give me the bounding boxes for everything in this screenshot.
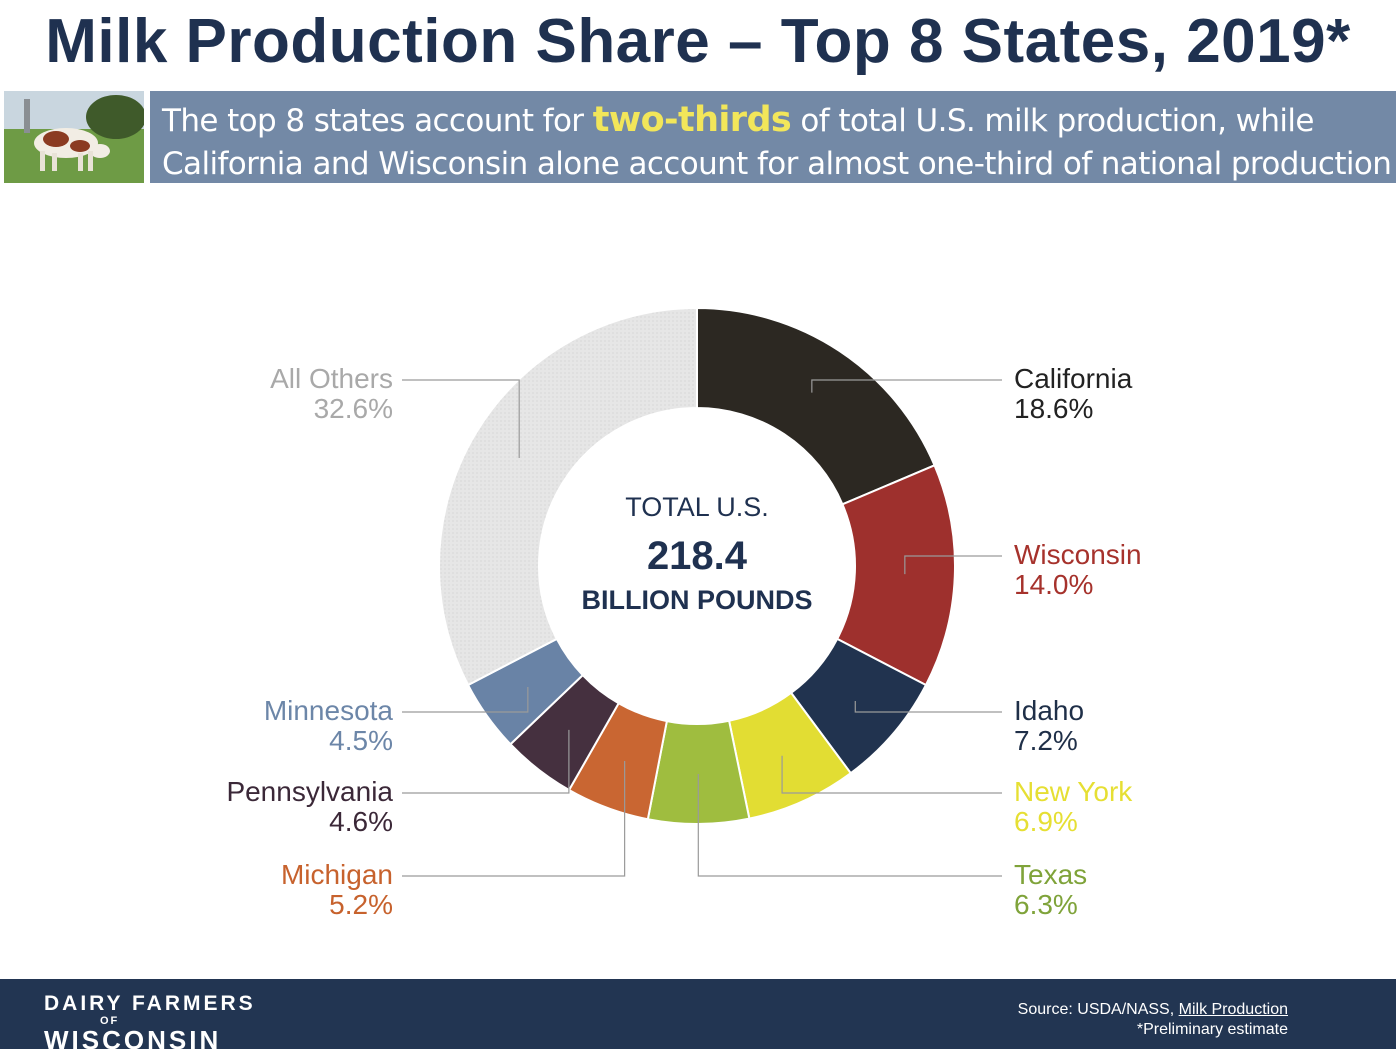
- banner-text-pre: The top 8 states account for: [162, 103, 593, 139]
- banner-line-2: California and Wisconsin alone account f…: [162, 146, 1392, 182]
- page-title: Milk Production Share – Top 8 States, 20…: [45, 7, 1351, 76]
- label-pennsylvania: Pennsylvania: [226, 776, 393, 807]
- value-label-new-york: 6.9%: [1014, 806, 1078, 837]
- leader-lines: [402, 379, 1002, 877]
- banner-line-1: The top 8 states account for two-thirds …: [162, 99, 1396, 143]
- source-prefix: Source: USDA/NASS,: [1017, 1001, 1179, 1018]
- banner-text-post: of total U.S. milk production, while: [791, 103, 1314, 139]
- leader-line-michigan: [402, 761, 626, 877]
- label-new-york: New York: [1014, 776, 1133, 807]
- leader-line-pennsylvania: [402, 729, 570, 794]
- center-total-value: 218.4: [647, 534, 748, 578]
- leader-line-idaho: [854, 700, 1002, 713]
- label-minnesota: Minnesota: [264, 695, 394, 726]
- preliminary-note: *Preliminary estimate: [1136, 1021, 1288, 1038]
- leader-line-california: [811, 379, 1002, 393]
- logo-line-1: DAIRY FARMERS: [44, 992, 256, 1015]
- value-label-all-others: 32.6%: [314, 393, 393, 424]
- leader-line-new-york: [781, 755, 1002, 794]
- donut-center: TOTAL U.S. 218.4 BILLION POUNDS: [581, 492, 812, 615]
- value-label-michigan: 5.2%: [329, 889, 393, 920]
- value-label-pennsylvania: 4.6%: [329, 806, 393, 837]
- logo-line-2: OF: [100, 1015, 120, 1027]
- value-label-california: 18.6%: [1014, 393, 1093, 424]
- label-texas: Texas: [1014, 859, 1087, 890]
- cow-photo: [4, 91, 144, 183]
- slice-all-others: [438, 306, 698, 687]
- dairy-farmers-logo: DAIRY FARMERS OF WISCONSIN: [44, 992, 256, 1055]
- leader-line-all-others: [402, 379, 520, 459]
- leader-line-wisconsin: [904, 555, 1002, 575]
- label-california: California: [1014, 363, 1133, 394]
- center-label-bottom: BILLION POUNDS: [581, 585, 812, 615]
- label-all-others: All Others: [270, 363, 393, 394]
- center-label-top: TOTAL U.S.: [625, 492, 769, 522]
- source-link[interactable]: Milk Production: [1178, 1001, 1288, 1018]
- label-michigan: Michigan: [281, 859, 393, 890]
- subtitle-banner: The top 8 states account for two-thirds …: [150, 91, 1396, 183]
- label-idaho: Idaho: [1014, 695, 1084, 726]
- label-wisconsin: Wisconsin: [1014, 539, 1142, 570]
- leader-line-minnesota: [402, 687, 529, 713]
- leader-line-texas: [697, 773, 1002, 877]
- source-line: Source: USDA/NASS, Milk Production: [1018, 1000, 1288, 1020]
- value-label-minnesota: 4.5%: [329, 725, 393, 756]
- slice-california: [696, 306, 936, 506]
- logo-line-3: WISCONSIN: [44, 1025, 222, 1055]
- banner-highlight: two-thirds: [592, 100, 792, 140]
- value-label-texas: 6.3%: [1014, 889, 1078, 920]
- value-label-wisconsin: 14.0%: [1014, 569, 1093, 600]
- value-label-idaho: 7.2%: [1014, 725, 1078, 756]
- footer-bar: DAIRY FARMERS OF WISCONSIN Source: USDA/…: [0, 979, 1396, 1053]
- source-note: Source: USDA/NASS, Milk Production *Prel…: [1018, 1000, 1288, 1040]
